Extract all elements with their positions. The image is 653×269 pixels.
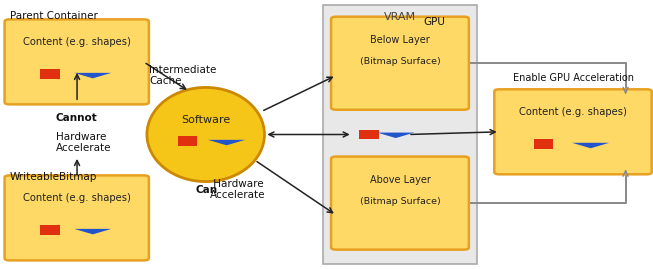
Text: Cannot: Cannot <box>56 113 97 123</box>
Text: Software: Software <box>181 115 231 125</box>
Text: (Bitmap Surface): (Bitmap Surface) <box>360 197 440 206</box>
Polygon shape <box>572 143 609 148</box>
Text: Hardware
Accelerate: Hardware Accelerate <box>210 179 266 200</box>
Text: VRAM: VRAM <box>384 12 416 22</box>
FancyBboxPatch shape <box>534 139 554 149</box>
Text: GPU: GPU <box>423 17 445 27</box>
Text: Content (e.g. shapes): Content (e.g. shapes) <box>519 107 627 117</box>
FancyBboxPatch shape <box>359 129 379 140</box>
Ellipse shape <box>147 87 264 182</box>
Text: Hardware
Accelerate: Hardware Accelerate <box>56 132 111 153</box>
Text: Can: Can <box>196 185 218 195</box>
FancyBboxPatch shape <box>323 5 477 264</box>
Polygon shape <box>74 73 112 78</box>
Polygon shape <box>74 229 112 234</box>
FancyBboxPatch shape <box>5 175 149 260</box>
FancyBboxPatch shape <box>40 225 59 235</box>
Text: (Bitmap Surface): (Bitmap Surface) <box>360 57 440 66</box>
FancyBboxPatch shape <box>331 17 469 110</box>
FancyBboxPatch shape <box>331 157 469 250</box>
FancyBboxPatch shape <box>40 69 59 79</box>
Text: Enable GPU Acceleration: Enable GPU Acceleration <box>513 73 634 83</box>
Text: Intermediate
Cache: Intermediate Cache <box>149 65 216 86</box>
FancyBboxPatch shape <box>178 136 197 146</box>
FancyBboxPatch shape <box>5 19 149 104</box>
Text: WriteableBitmap: WriteableBitmap <box>10 172 97 182</box>
Polygon shape <box>208 140 245 145</box>
Polygon shape <box>377 133 414 138</box>
Text: Above Layer: Above Layer <box>370 175 430 185</box>
Text: Below Layer: Below Layer <box>370 35 430 45</box>
Text: Parent Container: Parent Container <box>10 11 98 21</box>
Text: Content (e.g. shapes): Content (e.g. shapes) <box>23 37 131 47</box>
FancyBboxPatch shape <box>494 89 652 174</box>
Text: Content (e.g. shapes): Content (e.g. shapes) <box>23 193 131 203</box>
